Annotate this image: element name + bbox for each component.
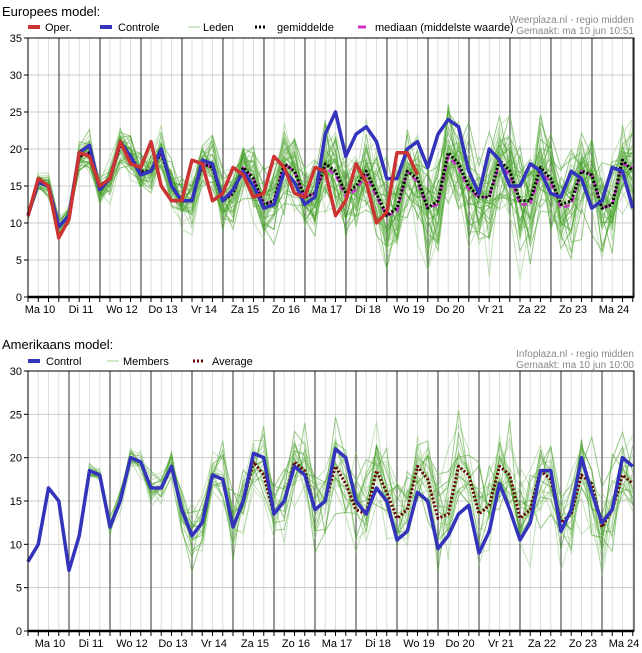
control-line [26,447,634,573]
x-tick-label: Zo 16 [282,638,310,650]
legend-label-control: Control [46,356,81,368]
y-tick-label: 10 [10,539,22,551]
chart-title: Amerikaans model: [2,337,113,352]
x-tick-label: Zo 23 [569,638,597,650]
y-tick-label: 5 [16,583,22,595]
y-tick-label: 20 [10,144,22,156]
x-tick-label: Ma 10 [25,304,56,316]
control-line [26,110,635,229]
y-tick-label: 0 [16,292,22,304]
x-tick-label: Za 15 [241,638,269,650]
legend: Control Members Average [28,356,253,368]
members-series-group [27,410,634,576]
y-tick-label: 15 [10,181,22,193]
x-tick-label: Do 13 [158,638,187,650]
x-tick-label: Di 11 [69,304,94,316]
x-tick-label: Za 22 [518,304,546,316]
member-line [27,122,634,225]
legend-label-control: Controle [118,22,160,34]
legend-label-mean: Average [212,356,253,368]
credit-timestamp: Gemaakt: ma 10 jun 10:00 [516,360,634,371]
legend-label-oper: Oper. [45,22,72,34]
credit-source: Infoplaza.nl - regio midden [516,349,634,360]
x-tick-label: Do 13 [148,304,177,316]
x-tick-label: Wo 19 [403,638,435,650]
oper-line [26,139,420,240]
x-tick-label: Ma 10 [35,638,66,650]
x-tick-label: Di 11 [79,638,104,650]
x-tick-label: Ma 24 [599,304,630,316]
legend: Oper. Controle Leden gemiddelde mediaan (mid… [28,22,514,34]
x-tick-label: Za 15 [231,304,259,316]
legend-label-median: mediaan (middelste waarde) [375,22,514,34]
x-tick-label: Vr 14 [201,638,227,650]
chart-2: Amerikaans model: Infoplaza.nl - regio mi… [2,337,639,650]
x-tick-label: Zo 16 [272,304,300,316]
legend-label-mean: gemiddelde [277,22,334,34]
y-tick-label: 30 [10,70,22,82]
x-tick-label: Vr 21 [488,638,514,650]
x-tick-label: Di 18 [365,638,391,650]
x-tick-label: Za 22 [528,638,556,650]
y-tick-label: 25 [10,409,22,421]
legend-label-members: Leden [203,22,234,34]
member-line [27,137,634,265]
member-line [27,140,633,269]
x-tick-label: Vr 21 [478,304,504,316]
x-tick-label: Ma 17 [312,304,343,316]
y-tick-label: 35 [10,33,22,45]
x-tick-label: Wo 12 [116,638,148,650]
x-tick-label: Di 18 [355,304,381,316]
y-tick-label: 5 [16,255,22,267]
credit-source: Weerplaza.nl - regio midden [509,15,634,26]
x-tick-label: Vr 14 [191,304,217,316]
y-tick-label: 10 [10,218,22,230]
y-tick-label: 0 [16,626,22,638]
y-tick-label: 15 [10,496,22,508]
x-tick-label: Wo 12 [106,304,138,316]
x-tick-label: Zo 23 [559,304,587,316]
y-tick-label: 20 [10,453,22,465]
y-tick-label: 25 [10,107,22,119]
legend-label-members: Members [123,356,169,368]
credit-timestamp: Gemaakt: ma 10 jun 10:51 [516,26,634,37]
x-tick-label: Do 20 [445,638,474,650]
chart-title: Europees model: [2,4,100,19]
x-tick-label: Wo 19 [393,304,425,316]
x-tick-label: Ma 17 [322,638,353,650]
x-tick-label: Do 20 [435,304,464,316]
y-tick-label: 30 [10,366,22,378]
mean-line [26,143,634,229]
chart-1: Europees model: Weerplaza.nl - regio midd… [2,4,635,316]
x-tick-label: Ma 24 [609,638,640,650]
